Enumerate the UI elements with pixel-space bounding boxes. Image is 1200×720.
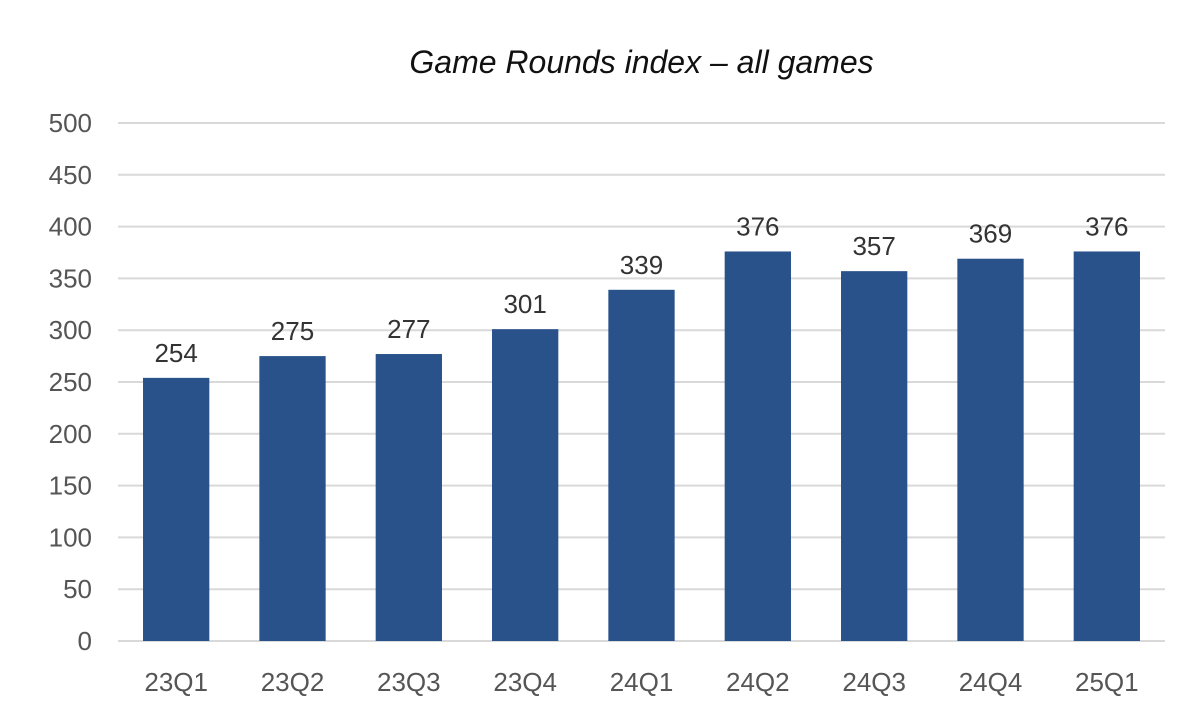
y-tick-label: 300: [49, 315, 92, 345]
x-tick-label-23q4: 23Q4: [493, 667, 557, 697]
data-labels: 254 275 277 301 339 376 357 369 376: [154, 211, 1128, 367]
data-label-24q4: 369: [969, 219, 1012, 249]
bar-25q1: [1073, 251, 1140, 642]
bar-24q3: [841, 271, 908, 641]
y-tick-label: 500: [49, 108, 92, 138]
y-tick-label: 150: [49, 471, 92, 501]
y-tick-label: 450: [49, 160, 92, 190]
bar-23q3: [375, 354, 442, 641]
bar-24q1: [608, 289, 675, 641]
y-tick-label: 100: [49, 522, 92, 552]
data-label-24q1: 339: [620, 250, 663, 280]
y-tick-label: 350: [49, 263, 92, 293]
x-tick-label-24q3: 24Q3: [842, 667, 906, 697]
x-tick-label-24q1: 24Q1: [610, 667, 674, 697]
bar-23q1: [143, 377, 210, 641]
data-label-24q3: 357: [852, 231, 895, 261]
bar-24q4: [957, 258, 1024, 641]
data-label-23q4: 301: [503, 289, 546, 319]
x-axis-ticks: 23Q1 23Q2 23Q3 23Q4 24Q1 24Q2 24Q3 24Q4 25Q1: [144, 667, 1138, 697]
y-tick-label: 400: [49, 212, 92, 242]
bars: [143, 251, 1140, 642]
bar-24q2: [724, 251, 791, 642]
x-tick-label-23q1: 23Q1: [144, 667, 208, 697]
y-tick-label: 250: [49, 367, 92, 397]
data-label-24q2: 376: [736, 211, 779, 241]
chart-title: Game Rounds index – all games: [409, 44, 874, 80]
y-tick-label: 50: [63, 574, 92, 604]
x-tick-label-24q2: 24Q2: [726, 667, 790, 697]
x-tick-label-25q1: 25Q1: [1075, 667, 1139, 697]
data-label-23q2: 275: [271, 316, 314, 346]
x-tick-label-23q2: 23Q2: [261, 667, 325, 697]
y-axis-ticks: 0 50 100 150 200 250 300 350 400 450 500: [49, 108, 92, 656]
data-label-25q1: 376: [1085, 211, 1128, 241]
bar-23q4: [492, 329, 559, 641]
y-tick-label: 200: [49, 419, 92, 449]
x-tick-label-23q3: 23Q3: [377, 667, 441, 697]
x-tick-label-24q4: 24Q4: [959, 667, 1023, 697]
bar-23q2: [259, 356, 326, 641]
data-label-23q1: 254: [154, 338, 197, 368]
data-label-23q3: 277: [387, 314, 430, 344]
y-tick-label: 0: [78, 626, 92, 656]
